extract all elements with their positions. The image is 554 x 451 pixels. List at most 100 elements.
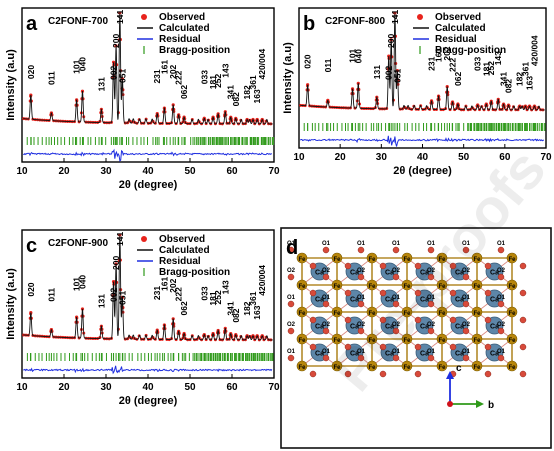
ca-label: Ca bbox=[455, 324, 464, 331]
hkl-label: 163 bbox=[525, 76, 535, 90]
o-atom bbox=[449, 316, 457, 324]
sample-name: C2FONF-800 bbox=[325, 16, 385, 27]
origin-dot bbox=[447, 401, 453, 407]
legend-label: Residual bbox=[435, 34, 477, 45]
x-axis-label: 2θ (degree) bbox=[119, 179, 178, 191]
x-tick-label: 30 bbox=[376, 152, 388, 163]
hkl-label: 082 bbox=[231, 308, 241, 322]
o-atom bbox=[449, 262, 457, 270]
hkl-label: 141 bbox=[115, 232, 125, 246]
hkl-label: 011 bbox=[46, 71, 56, 85]
fe-label: Fe bbox=[403, 257, 411, 263]
o-atom bbox=[379, 289, 387, 297]
o-label: O1 bbox=[392, 349, 401, 355]
o-atom bbox=[287, 300, 295, 308]
o-atom bbox=[392, 246, 400, 254]
hkl-label: 101 bbox=[72, 59, 82, 73]
ca-label: Ca bbox=[455, 297, 464, 304]
fe-atom bbox=[366, 333, 378, 345]
fe-atom bbox=[436, 306, 448, 318]
o-atom bbox=[344, 370, 352, 378]
fe-atom bbox=[436, 279, 448, 291]
fe-atom bbox=[436, 360, 448, 372]
hkl-label: 143 bbox=[493, 51, 503, 65]
o-atom bbox=[414, 316, 422, 324]
hkl-label: 252 bbox=[213, 73, 223, 87]
hkl-label: 131 bbox=[372, 65, 382, 79]
o-atom bbox=[484, 370, 492, 378]
observed-point bbox=[114, 44, 118, 48]
ca-label: Ca bbox=[490, 324, 499, 331]
x-tick-label: 10 bbox=[16, 382, 28, 393]
hkl-label: 002 bbox=[109, 66, 119, 80]
o-atom bbox=[519, 370, 527, 378]
fe-label: Fe bbox=[368, 365, 376, 371]
o-label: O1 bbox=[497, 241, 506, 247]
hkl-label: 163 bbox=[252, 89, 262, 103]
fe-atom bbox=[506, 360, 518, 372]
fe-label: Fe bbox=[298, 284, 306, 290]
fe-atom bbox=[401, 252, 413, 264]
x-tick-label: 20 bbox=[58, 166, 70, 177]
hkl-label: 141 bbox=[390, 10, 400, 24]
hkl-label: 222 bbox=[174, 70, 184, 84]
hkl-label: 002 bbox=[384, 66, 394, 80]
c-axis-label: c bbox=[456, 363, 462, 374]
o-label: O1 bbox=[497, 349, 506, 355]
legend-label: Calculated bbox=[159, 23, 210, 34]
fe-label: Fe bbox=[473, 257, 481, 263]
fe-label: Fe bbox=[403, 338, 411, 344]
hkl-label: 182 bbox=[242, 85, 252, 99]
o-atom bbox=[414, 262, 422, 270]
legend-label: Residual bbox=[159, 256, 201, 267]
hkl-label: 163 bbox=[252, 305, 262, 319]
hkl-label: 200 bbox=[386, 34, 396, 48]
o-label: O1 bbox=[427, 349, 436, 355]
fe-label: Fe bbox=[368, 311, 376, 317]
x-tick-label: 10 bbox=[293, 152, 305, 163]
fe-atom bbox=[506, 279, 518, 291]
hkl-label: 141 bbox=[115, 10, 125, 24]
o-atom bbox=[462, 327, 470, 335]
o-atom bbox=[462, 273, 470, 281]
fe-atom bbox=[471, 360, 483, 372]
o-atom bbox=[392, 300, 400, 308]
o-atom bbox=[519, 262, 527, 270]
x-tick-label: 60 bbox=[226, 166, 238, 177]
o-label: O1 bbox=[427, 295, 436, 301]
o-label: O1 bbox=[287, 295, 296, 301]
legend-label: Residual bbox=[159, 34, 201, 45]
sample-name: C2FONF-900 bbox=[48, 238, 108, 249]
o-atom bbox=[322, 300, 330, 308]
atom-layer: Fe Fe Fe Fe Fe Fe Fe Fe Fe Fe Fe Fe Fe Fe Fe Fe Fe Fe Fe Fe… bbox=[287, 241, 527, 378]
hkl-label: 062 bbox=[179, 301, 189, 315]
o-atom bbox=[287, 273, 295, 281]
o-atom bbox=[357, 354, 365, 362]
o-atom bbox=[379, 316, 387, 324]
fe-label: Fe bbox=[333, 338, 341, 344]
fe-label: Fe bbox=[368, 284, 376, 290]
fe-label: Fe bbox=[508, 365, 516, 371]
x-tick-label: 30 bbox=[100, 382, 112, 393]
fe-atom bbox=[296, 360, 308, 372]
hkl-label: 051 bbox=[117, 69, 127, 83]
o-label: O2 bbox=[427, 322, 436, 328]
fe-atom bbox=[471, 333, 483, 345]
hkl-label: 040 bbox=[77, 57, 87, 71]
o-atom bbox=[392, 354, 400, 362]
o-label: O1 bbox=[357, 241, 366, 247]
fe-label: Fe bbox=[473, 311, 481, 317]
o-atom bbox=[497, 300, 505, 308]
o-atom bbox=[344, 343, 352, 351]
fe-label: Fe bbox=[298, 338, 306, 344]
ca-label: Ca bbox=[315, 297, 324, 304]
panel-letter: c bbox=[26, 235, 37, 257]
o-atom bbox=[497, 273, 505, 281]
o-label: O1 bbox=[462, 349, 471, 355]
x-axis-label: 2θ (degree) bbox=[119, 395, 178, 407]
o-atom bbox=[414, 370, 422, 378]
ca-label: Ca bbox=[420, 324, 429, 331]
x-tick-label: 70 bbox=[268, 166, 280, 177]
